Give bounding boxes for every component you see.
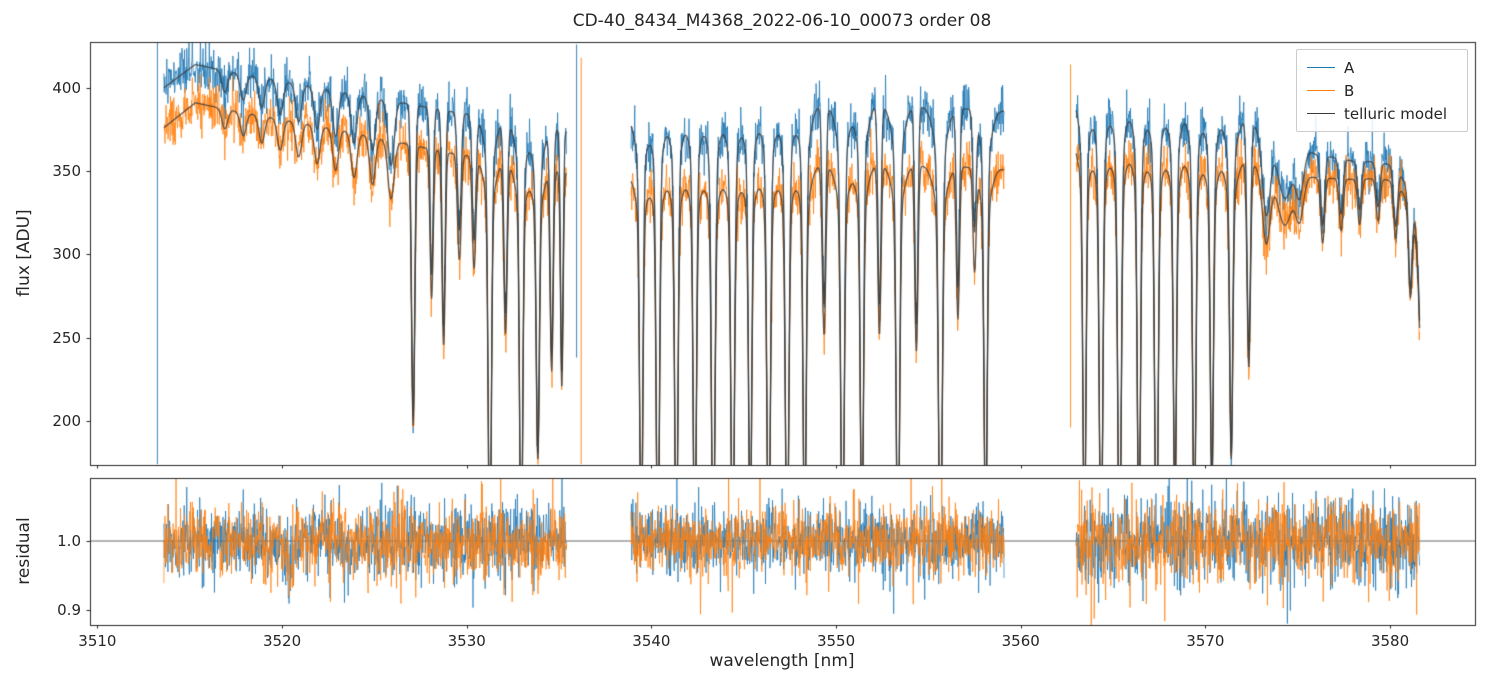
x-tick-label: 3560	[1001, 632, 1040, 650]
flux-axis-label: flux [ADU]	[14, 209, 34, 297]
plot-title: CD-40_8434_M4368_2022-06-10_00073 order …	[572, 11, 992, 31]
y-tick-label: 1.0	[57, 532, 81, 550]
y-tick-label: 200	[52, 411, 81, 430]
legend-item-a: A	[1307, 56, 1457, 79]
x-tick-label: 3570	[1186, 632, 1225, 650]
y-tick-label: 350	[52, 162, 81, 181]
x-tick-label: 3550	[816, 632, 856, 650]
y-tick-label: 300	[52, 245, 81, 264]
y-tick-label: 0.9	[57, 601, 81, 620]
residual-axis-label: residual	[14, 517, 34, 585]
legend-item-b: B	[1307, 79, 1457, 102]
legend-item-label: A	[1344, 58, 1355, 77]
legend-line-swatch	[1307, 90, 1335, 91]
x-tick-label: 3520	[262, 632, 302, 650]
x-tick-label: 3530	[447, 632, 486, 650]
legend-item-telluric-model: telluric model	[1307, 102, 1457, 125]
legend-line-swatch	[1307, 67, 1335, 68]
legend-line-swatch	[1307, 113, 1335, 114]
legend-item-label: telluric model	[1344, 104, 1448, 123]
wavelength-axis-label: wavelength [nm]	[709, 651, 855, 671]
x-tick-label: 3540	[632, 632, 671, 650]
x-tick-label: 3510	[78, 632, 117, 650]
legend-item-label: B	[1344, 81, 1355, 100]
y-tick-label: 400	[52, 78, 81, 97]
x-tick-label: 3580	[1370, 632, 1410, 650]
y-tick-label: 250	[52, 328, 81, 347]
